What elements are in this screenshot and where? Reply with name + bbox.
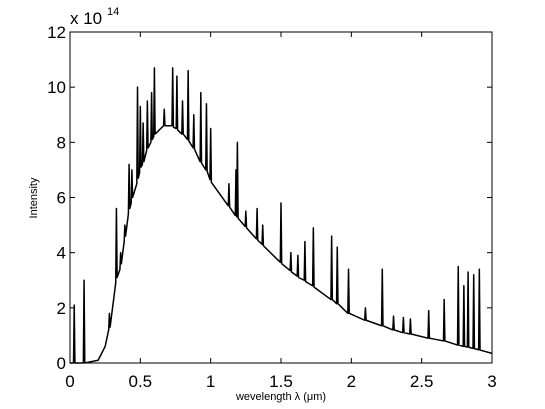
x-axis-label: wevelength λ (μm) bbox=[235, 391, 326, 403]
x-tick-label: 0 bbox=[65, 372, 74, 391]
y-tick-label: 2 bbox=[57, 299, 66, 318]
y-tick-label: 0 bbox=[57, 354, 66, 373]
x-tick-label: 3 bbox=[487, 372, 496, 391]
y-tick-label: 6 bbox=[57, 189, 66, 208]
x-tick-label: 2 bbox=[347, 372, 356, 391]
x-tick-label: 2.5 bbox=[410, 372, 434, 391]
y-axis-label: Intensity bbox=[28, 177, 40, 218]
multiplier: x 10 bbox=[70, 9, 102, 28]
y-tick-label: 4 bbox=[57, 244, 66, 263]
exponent: 14 bbox=[107, 6, 119, 18]
x-tick-label: 0.5 bbox=[129, 372, 153, 391]
y-tick-label: 8 bbox=[57, 133, 66, 152]
spectrum-line bbox=[70, 67, 493, 364]
y-tick-label: 10 bbox=[47, 78, 66, 97]
x-tick-label: 1 bbox=[206, 372, 215, 391]
y-tick-label: 12 bbox=[47, 23, 66, 42]
x-tick-label: 1.5 bbox=[269, 372, 293, 391]
